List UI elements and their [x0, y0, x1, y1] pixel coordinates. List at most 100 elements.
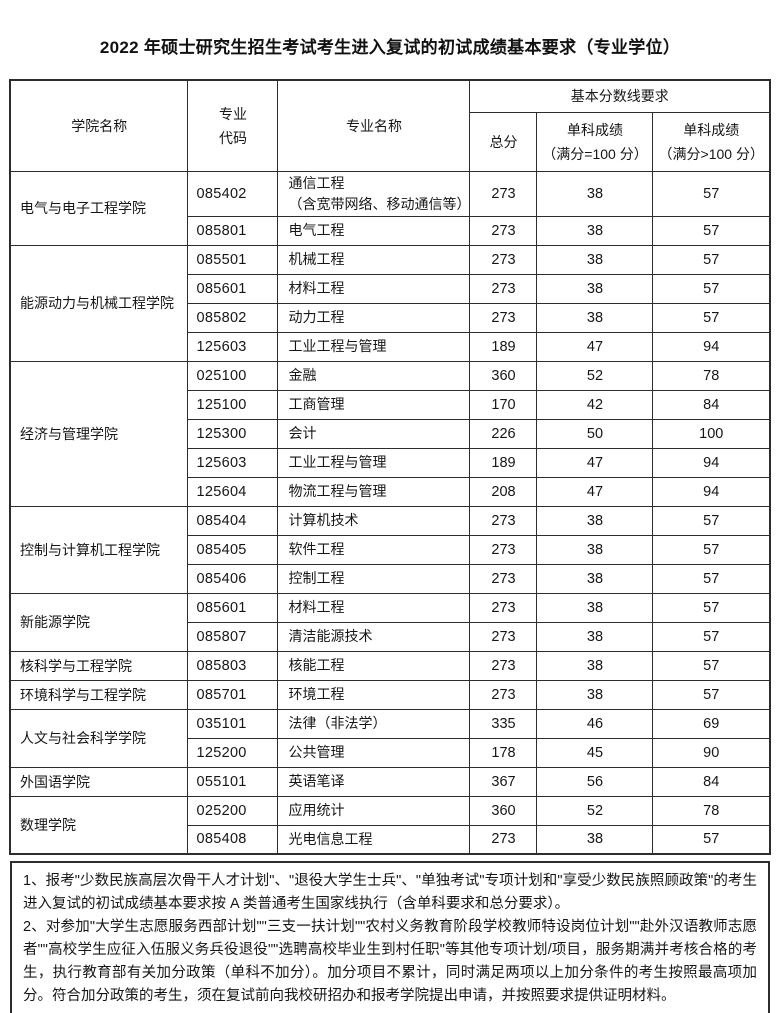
table-row: 核科学与工程学院 085803 核能工程 273 38 57	[9, 650, 771, 681]
major-name-cell: 会计	[277, 418, 471, 449]
total-score-cell: 367	[469, 766, 538, 797]
score-table: 学院名称 专业 代码 专业名称 基本分数线要求 总分 单科成绩 （满分=100 …	[8, 79, 772, 855]
major-name-cell: 控制工程	[277, 563, 471, 594]
single-subject-eq100-cell: 38	[536, 563, 654, 594]
major-code-cell: 085406	[187, 563, 279, 594]
major-code-cell: 085701	[187, 679, 279, 710]
single-subject-eq100-cell: 38	[536, 534, 654, 565]
table-row: 外国语学院 055101 英语笔译 367 56 84	[9, 766, 771, 797]
table-row: 人文与社会科学学院 035101 法律（非法学） 335 46 69	[9, 708, 771, 768]
total-score-cell: 226	[469, 418, 538, 449]
single-subject-gt100-cell: 84	[652, 389, 771, 420]
notes-box: 1、报考"少数民族高层次骨干人才计划"、"退役大学生士兵"、"单独考试"专项计划…	[10, 861, 770, 1013]
major-code-cell: 085601	[187, 273, 279, 304]
total-score-cell: 273	[469, 679, 538, 710]
major-code-cell: 035101	[187, 708, 279, 739]
single-subject-gt100-cell: 57	[652, 621, 771, 652]
major-code-cell: 025100	[187, 360, 279, 391]
single-subject-eq100-cell: 38	[536, 215, 654, 246]
single-subject-eq100-cell: 46	[536, 708, 654, 739]
header-total-score: 总分	[469, 111, 538, 172]
major-code-cell: 085803	[187, 650, 279, 681]
single-subject-eq100-cell: 38	[536, 505, 654, 536]
total-score-cell: 273	[469, 302, 538, 333]
single-subject-eq100-cell: 38	[536, 650, 654, 681]
total-score-cell: 273	[469, 244, 538, 275]
major-name-cell: 核能工程	[277, 650, 471, 681]
major-code-cell: 125200	[187, 737, 279, 768]
single-subject-gt100-cell: 57	[652, 302, 771, 333]
major-name-cell: 工业工程与管理	[277, 331, 471, 362]
major-name-cell: 计算机技术	[277, 505, 471, 536]
single-subject-gt100-cell: 94	[652, 447, 771, 478]
major-code-cell: 125300	[187, 418, 279, 449]
single-subject-eq100-cell: 56	[536, 766, 654, 797]
college-name-cell: 环境科学与工程学院	[9, 679, 189, 710]
table-row: 电气与电子工程学院 085402 通信工程 （含宽带网络、移动通信等） 273 38 57	[9, 170, 771, 246]
table-row: 125100 工商管理 170 42 84	[10, 389, 771, 420]
single-subject-gt100-cell: 57	[652, 824, 771, 855]
header-major-code: 专业 代码	[187, 79, 279, 172]
college-name-cell: 核科学与工程学院	[9, 650, 189, 681]
major-code-cell: 085402	[187, 170, 279, 217]
table-row: 085408 光电信息工程 273 38 57	[10, 824, 771, 855]
college-name-cell: 电气与电子工程学院	[9, 170, 189, 246]
major-name-cell: 物流工程与管理	[277, 476, 471, 507]
total-score-cell: 360	[469, 795, 538, 826]
single-subject-gt100-cell: 57	[652, 215, 771, 246]
single-subject-eq100-cell: 42	[536, 389, 654, 420]
single-subject-eq100-cell: 38	[536, 679, 654, 710]
single-subject-gt100-cell: 78	[652, 795, 771, 826]
major-code-cell: 125604	[187, 476, 279, 507]
header-score-group: 基本分数线要求	[469, 79, 771, 113]
note-2: 2、对参加"大学生志愿服务西部计划""三支一扶计划""农村义务教育阶段学校教师特…	[23, 919, 757, 1004]
single-subject-eq100-cell: 38	[536, 592, 654, 623]
total-score-cell: 273	[469, 563, 538, 594]
total-score-cell: 273	[469, 215, 538, 246]
total-score-cell: 178	[469, 737, 538, 768]
major-name-cell: 材料工程	[277, 273, 471, 304]
college-name-cell: 数理学院	[9, 795, 189, 855]
single-subject-gt100-cell: 57	[652, 244, 771, 275]
total-score-cell: 273	[469, 592, 538, 623]
major-code-cell: 085802	[187, 302, 279, 333]
table-row: 125200 公共管理 178 45 90	[10, 737, 771, 768]
single-subject-gt100-cell: 57	[652, 679, 771, 710]
college-name-cell: 能源动力与机械工程学院	[9, 244, 189, 362]
single-subject-gt100-cell: 57	[652, 563, 771, 594]
major-name-cell: 法律（非法学）	[277, 708, 471, 739]
major-code-cell: 085408	[187, 824, 279, 855]
single-subject-eq100-cell: 52	[536, 795, 654, 826]
single-subject-eq100-cell: 52	[536, 360, 654, 391]
page-title: 2022 年硕士研究生招生考试考生进入复试的初试成绩基本要求（专业学位）	[99, 38, 681, 57]
header-major-name: 专业名称	[277, 79, 471, 172]
major-code-cell: 085501	[187, 244, 279, 275]
single-subject-eq100-cell: 38	[536, 621, 654, 652]
header-single-subject-eq100: 单科成绩 （满分=100 分）	[536, 111, 654, 172]
single-subject-eq100-cell: 47	[536, 331, 654, 362]
major-code-cell: 125603	[187, 447, 279, 478]
major-name-cell: 公共管理	[277, 737, 471, 768]
college-name-cell: 经济与管理学院	[9, 360, 189, 507]
single-subject-eq100-cell: 38	[536, 824, 654, 855]
college-name-cell: 外国语学院	[9, 766, 189, 797]
single-subject-gt100-cell: 57	[652, 273, 771, 304]
single-subject-gt100-cell: 69	[652, 708, 771, 739]
major-code-cell: 085405	[187, 534, 279, 565]
major-name-cell: 电气工程	[277, 215, 471, 246]
single-subject-eq100-cell: 47	[536, 476, 654, 507]
total-score-cell: 273	[469, 170, 538, 217]
total-score-cell: 360	[469, 360, 538, 391]
note-1: 1、报考"少数民族高层次骨干人才计划"、"退役大学生士兵"、"单独考试"专项计划…	[23, 873, 757, 912]
table-row: 环境科学与工程学院 085701 环境工程 273 38 57	[9, 679, 771, 710]
header-college-name: 学院名称	[9, 79, 189, 172]
single-subject-eq100-cell: 38	[536, 273, 654, 304]
table-row: 085406 控制工程 273 38 57	[10, 563, 771, 594]
single-subject-gt100-cell: 100	[652, 418, 771, 449]
total-score-cell: 208	[469, 476, 538, 507]
major-name-cell: 工商管理	[277, 389, 471, 420]
total-score-cell: 273	[469, 534, 538, 565]
single-subject-eq100-cell: 38	[536, 244, 654, 275]
major-name-cell: 金融	[277, 360, 471, 391]
